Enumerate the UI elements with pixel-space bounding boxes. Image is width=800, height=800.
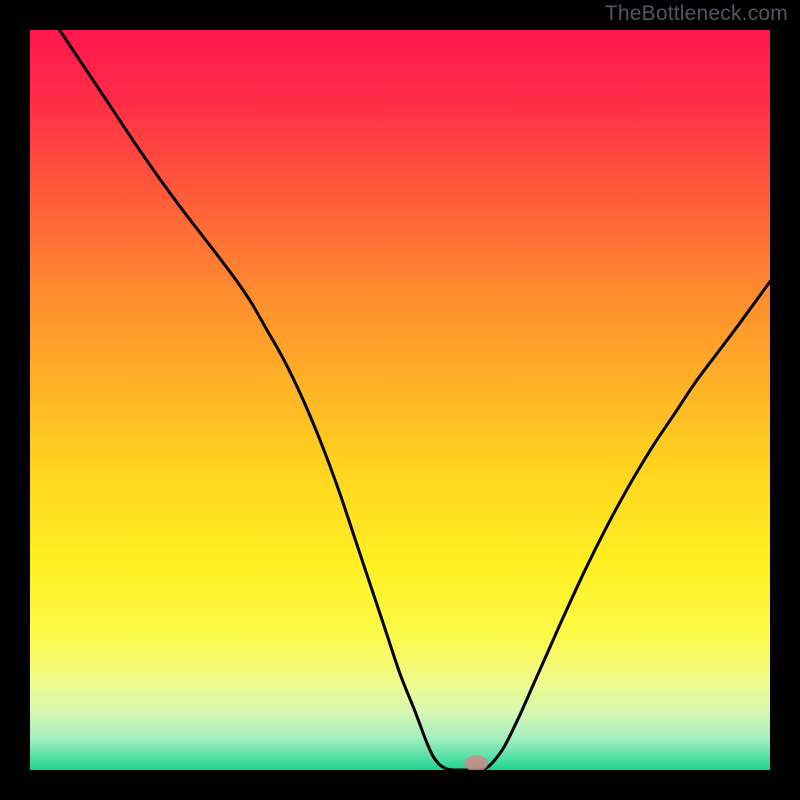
bottleneck-chart (0, 0, 800, 800)
watermark-text: TheBottleneck.com (605, 2, 788, 26)
plot-background-gradient (30, 30, 770, 770)
optimal-marker (464, 755, 488, 771)
chart-container: TheBottleneck.com (0, 0, 800, 800)
